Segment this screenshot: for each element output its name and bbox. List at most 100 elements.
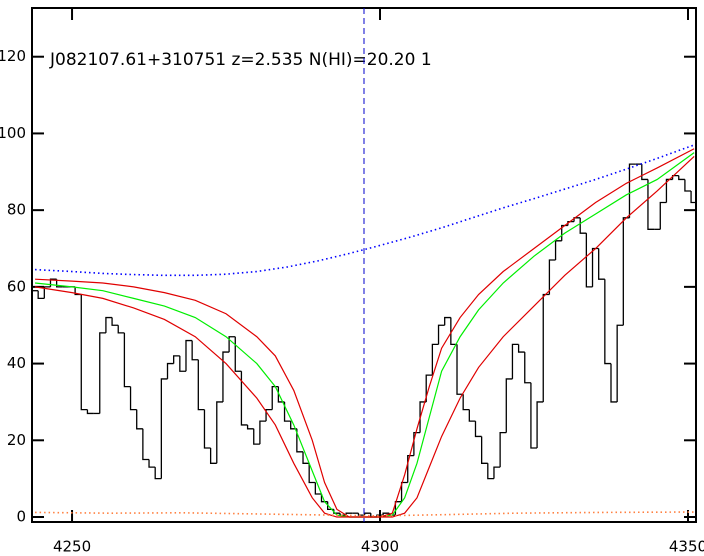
flux-step	[598, 248, 605, 280]
x-tick-label: 4300	[361, 538, 399, 556]
flux-step	[86, 409, 94, 415]
flux-step	[234, 336, 242, 372]
y-tick-label: 20	[7, 431, 26, 449]
flux-step	[320, 493, 328, 503]
model-upper-line	[35, 148, 695, 518]
chart-title: J082107.61+310751 z=2.535 N(HI)=20.20 1	[49, 50, 432, 70]
flux-step	[302, 451, 310, 464]
flux-step	[499, 431, 507, 468]
error-line	[35, 511, 695, 517]
model-line	[35, 152, 695, 518]
plot-frame	[31, 7, 697, 523]
flux-step	[99, 332, 106, 414]
flux-step	[554, 240, 562, 261]
flux-step	[154, 467, 162, 480]
flux-step	[616, 324, 624, 402]
flux-step	[591, 247, 599, 287]
flux-step	[55, 279, 63, 288]
flux-step	[425, 374, 433, 402]
flux-step	[573, 217, 581, 222]
flux-step	[690, 190, 696, 204]
flux-step	[493, 466, 501, 479]
flux-step	[665, 178, 673, 203]
flux-step	[80, 294, 88, 411]
flux-step	[271, 385, 279, 410]
flux-step	[314, 482, 322, 495]
x-tick-label: 4350	[669, 538, 704, 556]
flux-step	[129, 386, 137, 411]
flux-step	[647, 179, 655, 230]
model-lower-line	[34, 156, 695, 518]
flux-step	[376, 514, 384, 518]
flux-step	[468, 409, 476, 422]
continuum-line	[35, 144, 695, 277]
flux-step	[450, 317, 458, 346]
flux-step	[296, 428, 304, 453]
flux-step	[628, 163, 636, 218]
flux-step	[166, 362, 174, 379]
flux-step	[333, 509, 340, 514]
flux-step	[197, 359, 205, 411]
flux-step	[659, 201, 667, 230]
y-tick-label: 60	[7, 277, 26, 295]
flux-step	[203, 409, 211, 449]
flux-step	[431, 343, 439, 376]
flux-step	[191, 340, 199, 361]
y-tick-label: 40	[7, 354, 26, 372]
flux-step	[185, 339, 193, 372]
flux-step	[536, 401, 544, 448]
flux-step	[437, 324, 445, 345]
flux-step	[407, 454, 414, 483]
flux-step	[142, 428, 150, 461]
flux-step	[382, 512, 390, 516]
flux-step	[136, 409, 143, 430]
flux-step	[671, 174, 679, 180]
flux-step	[148, 459, 156, 468]
flux-step	[684, 179, 692, 192]
flux-step	[105, 316, 113, 333]
flux-step	[240, 371, 248, 426]
flux-step	[524, 352, 531, 384]
flux-step	[474, 421, 482, 438]
flux-step	[259, 420, 267, 445]
y-tick-label: 80	[7, 201, 26, 219]
flux-step	[43, 286, 51, 299]
flux-step	[610, 363, 618, 403]
flux-step	[517, 344, 525, 353]
y-tick-label: 100	[0, 124, 26, 142]
flux-step	[462, 394, 470, 411]
flux-step	[265, 408, 273, 422]
flux-step	[542, 293, 550, 402]
flux-step	[222, 351, 230, 402]
flux-step	[419, 401, 427, 433]
flux-step	[487, 463, 494, 480]
x-tick-label: 4250	[53, 538, 91, 556]
flux-step	[308, 463, 316, 484]
flux-step	[505, 378, 513, 433]
flux-step	[117, 325, 125, 334]
flux-step	[357, 513, 365, 516]
flux-step	[209, 447, 217, 464]
flux-step	[283, 401, 291, 422]
y-tick-label: 120	[0, 47, 26, 65]
flux-step	[123, 332, 131, 388]
flux-step	[678, 175, 685, 181]
flux-step	[413, 431, 421, 456]
flux-step	[37, 290, 45, 300]
flux-step	[179, 355, 186, 372]
flux-step	[585, 233, 593, 288]
flux-step	[246, 424, 254, 430]
flux-step	[160, 378, 168, 479]
flux-step	[480, 436, 488, 464]
flux-step	[622, 217, 630, 326]
flux-step	[641, 164, 648, 181]
flux-step	[456, 344, 464, 395]
flux-step	[444, 316, 451, 326]
flux-step	[228, 336, 236, 353]
flux-step	[173, 355, 180, 364]
flux-step	[548, 259, 556, 295]
flux-step	[511, 343, 519, 379]
flux-step	[567, 221, 575, 226]
y-tick-label: 0	[16, 508, 26, 526]
